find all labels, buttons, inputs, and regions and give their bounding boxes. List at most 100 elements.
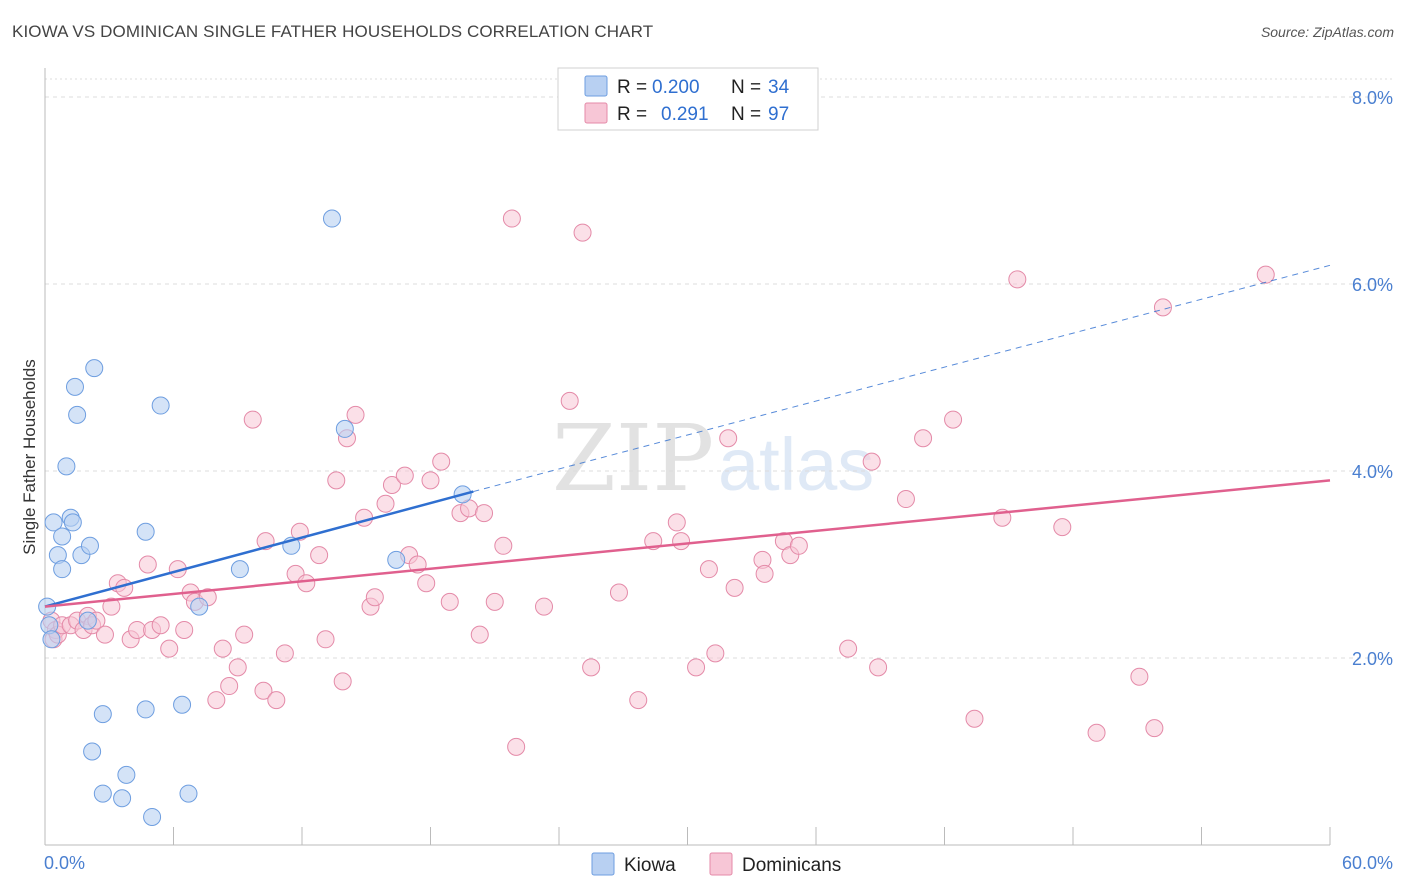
dominican-point [382,476,401,495]
y-tick-labels: 2.0% 4.0% 6.0% 8.0% [1352,88,1393,669]
dominican-point [327,471,346,490]
dominican-point [535,597,554,616]
kiowa-point [190,597,209,616]
kiowa-point [63,513,82,532]
dominican-point [719,429,738,448]
legend-n-label-dominicans: N = [731,104,761,125]
kiowa-point [387,550,406,569]
kiowa-point [136,700,155,719]
kiowa-point [78,611,97,630]
legend-n-label-kiowa: N = [731,77,761,98]
dominican-point [470,625,489,644]
kiowa-point [173,695,192,714]
dominican-point [629,691,648,710]
dominican-point [494,536,513,555]
kiowa-point [136,522,155,541]
legend-r-value-kiowa: 0.200 [652,77,700,98]
dominican-point [151,616,170,635]
series-legend: Kiowa Dominicans [591,852,841,876]
dominican-point [502,209,521,228]
source-credit: Source: ZipAtlas.com [1260,24,1394,40]
chart-title: KIOWA VS DOMINICAN SINGLE FATHER HOUSEHO… [12,22,654,41]
dominican-point [365,588,384,607]
dominican-point [573,223,592,242]
watermark-zip: ZIP [552,405,714,512]
dominican-point [789,536,808,555]
y-tick-label: 6.0% [1352,275,1393,295]
dominican-point [213,639,232,658]
dominican-point [432,452,451,471]
dominican-point [228,658,247,677]
dominican-point [475,504,494,523]
kiowa-point [117,765,136,784]
dominican-point [485,592,504,611]
dominican-point [395,466,414,485]
kiowa-point [42,630,61,649]
kiowa-point [113,789,132,808]
kiowa-point [83,742,102,761]
dominican-point [1053,518,1072,537]
dominican-point [1145,719,1164,738]
dominican-point [275,644,294,663]
dominican-point [1256,265,1275,284]
series-legend-swatch-dominicans [709,852,733,876]
dominican-point [839,639,858,658]
dominican-point [160,639,179,658]
dominican-point [316,630,335,649]
kiowa-point [335,419,354,438]
dominican-point [609,583,628,602]
correlation-legend: R = 0.200 N = 34 R = 0.291 N = 97 [557,67,819,131]
dominican-point [421,471,440,490]
dominican-point [417,574,436,593]
axes [44,68,1331,846]
kiowa-point [65,377,84,396]
y-tick-label: 4.0% [1352,462,1393,482]
dominican-point [667,513,686,532]
dominican-trend-line [44,479,1331,608]
y-axis-label: Single Father Households [20,359,39,555]
dominican-point [1008,270,1027,289]
dominican-point [914,429,933,448]
y-tick-label: 2.0% [1352,649,1393,669]
legend-n-value-dominicans: 97 [768,104,789,125]
legend-r-value-dominicans: 0.291 [661,104,709,125]
dominican-point [440,592,459,611]
kiowa-point [53,560,72,579]
dominican-point [220,677,239,696]
dominican-point [102,597,121,616]
dominican-point [560,391,579,410]
dominican-point [254,681,273,700]
kiowa-point [53,527,72,546]
watermark-atlas: atlas [718,423,874,506]
dominican-point [310,546,329,565]
dominican-point [699,560,718,579]
dominican-point [965,709,984,728]
kiowa-point [85,359,104,378]
dominican-point [346,405,365,424]
dominican-point [687,658,706,677]
dominican-point [207,691,226,710]
x-tick-labels: 0.0% 60.0% [44,853,1393,873]
kiowa-point [230,560,249,579]
dominican-point [376,494,395,513]
legend-n-value-kiowa: 34 [768,77,790,98]
legend-r-label-kiowa: R = [617,77,647,98]
dominican-point [896,490,915,509]
dominican-point [297,574,316,593]
dominican-point [1087,723,1106,742]
kiowa-point [57,457,76,476]
dominican-point [175,620,194,639]
kiowa-trend-line [44,490,474,608]
series-legend-swatch-kiowa [591,852,615,876]
dominican-point [95,625,114,644]
dominican-point [128,620,147,639]
y-tick-label: 8.0% [1352,88,1393,108]
legend-swatch-dominicans [584,102,608,124]
kiowa-point [179,784,198,803]
dominican-point [1153,298,1172,317]
kiowa-trend-extension [473,264,1331,493]
dominican-point [944,410,963,429]
kiowa-point [143,807,162,826]
dominican-point [672,532,691,551]
dominican-point [582,658,601,677]
